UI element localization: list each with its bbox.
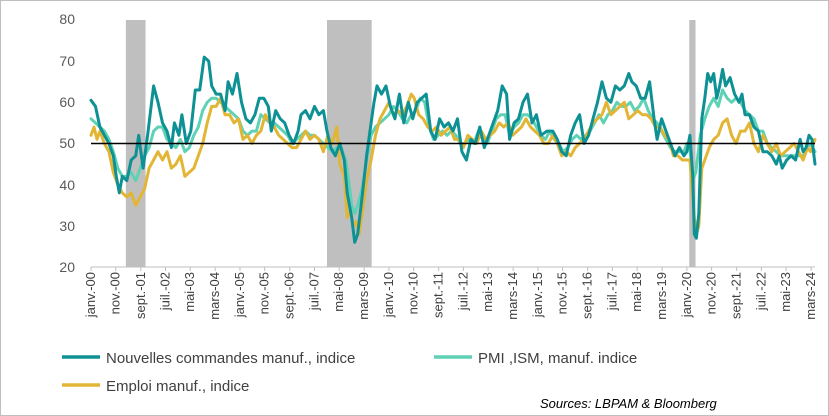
y-axis: 20 30 40 50 60 70 80 [59,11,75,275]
series-lines [89,55,817,244]
x-tick-label: mai-08 [331,272,346,312]
x-tick-label: nov.-15 [555,272,570,314]
x-tick-label: mai-03 [182,272,197,312]
x-tick-label: mars-24 [803,272,818,320]
y-tick-label: 50 [59,135,75,151]
x-tick-label: mars-19 [654,272,669,320]
x-tick-label: juil.-02 [157,272,172,311]
x-tick-label: juil.-22 [753,272,768,311]
legend-label-pmi-ism: PMI ,ISM, manuf. indice [478,350,637,367]
y-tick-label: 70 [59,53,75,69]
x-tick-label: mars-09 [356,272,371,320]
x-tick-label: mars-14 [505,272,520,320]
x-tick-label: janv.-00 [83,272,98,318]
x-tick-label: janv.-05 [232,272,247,318]
y-tick-label: 30 [59,218,75,234]
x-tick-label: sept.-11 [431,272,446,318]
x-tick-label: juil.-07 [306,272,321,311]
y-tick-label: 40 [59,177,75,193]
x-tick-label: mai-23 [778,272,793,312]
x-tick-label: mai-18 [629,272,644,312]
legend-label-emploi: Emploi manuf., indice [106,378,249,395]
x-tick-label: nov.-10 [406,272,421,314]
x-tick-label: janv.-15 [530,272,545,318]
x-tick-label: nov.-05 [257,272,272,314]
legend: Nouvelles commandes manuf., indice PMI ,… [62,350,637,395]
legend-label-nouvelles-commandes: Nouvelles commandes manuf., indice [106,350,355,367]
x-tick-label: sept.-06 [282,272,297,319]
source-note: Sources: LBPAM & Bloomberg [540,396,718,411]
x-tick-label: janv.-10 [381,272,396,318]
series-line-nouvelles-commandes-manuf-indice [89,55,817,244]
y-tick-label: 60 [59,94,75,110]
x-axis: janv.-00 nov.-00 sept.-01 juil.-02 mai-03 mar… [83,267,818,320]
x-tick-label: sept.-01 [133,272,148,319]
x-tick-label: mai-13 [480,272,495,312]
y-tick-label: 80 [59,11,75,27]
y-tick-label: 20 [59,259,75,275]
x-tick-label: janv.-20 [679,272,694,318]
x-tick-label: juil.-12 [455,272,470,311]
x-tick-label: juil.-17 [604,272,619,311]
x-tick-label: sept.-16 [580,272,595,319]
x-tick-label: mars-04 [207,272,222,320]
x-tick-label: nov.-20 [704,272,719,314]
x-tick-label: sept.-21 [729,272,744,319]
x-tick-label: nov.-00 [108,272,123,314]
